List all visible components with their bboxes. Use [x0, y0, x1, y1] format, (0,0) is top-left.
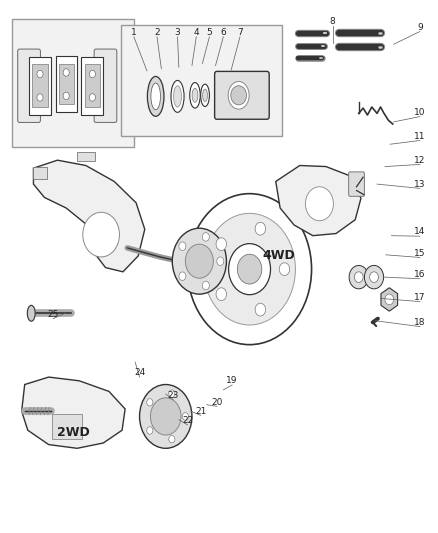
Text: 14: 14 — [414, 228, 426, 237]
Bar — [29, 56, 51, 115]
Ellipse shape — [173, 86, 181, 107]
Text: 2WD: 2WD — [57, 426, 90, 439]
Text: 25: 25 — [47, 310, 59, 319]
Ellipse shape — [190, 83, 200, 108]
Text: 22: 22 — [182, 416, 193, 425]
Circle shape — [150, 398, 181, 435]
Circle shape — [231, 86, 247, 105]
FancyBboxPatch shape — [18, 49, 40, 123]
Text: 24: 24 — [134, 368, 145, 377]
Circle shape — [255, 303, 265, 316]
Circle shape — [216, 288, 226, 301]
Circle shape — [169, 435, 175, 443]
Polygon shape — [381, 288, 398, 311]
Circle shape — [37, 70, 43, 78]
FancyBboxPatch shape — [121, 25, 283, 136]
Circle shape — [279, 263, 290, 276]
Circle shape — [185, 244, 213, 278]
Circle shape — [140, 384, 192, 448]
Bar — [81, 56, 103, 115]
Circle shape — [187, 193, 311, 345]
Text: 4: 4 — [194, 28, 199, 37]
Circle shape — [169, 390, 175, 398]
Text: 21: 21 — [195, 407, 206, 416]
Circle shape — [370, 272, 378, 282]
Text: 3: 3 — [175, 28, 180, 37]
Circle shape — [216, 238, 226, 251]
Circle shape — [147, 399, 153, 406]
Circle shape — [202, 281, 209, 290]
Polygon shape — [21, 377, 125, 448]
Text: 4WD: 4WD — [263, 249, 295, 262]
Ellipse shape — [151, 83, 160, 110]
Text: 7: 7 — [237, 28, 243, 37]
Polygon shape — [33, 160, 145, 272]
Circle shape — [182, 413, 188, 420]
Bar — [77, 152, 95, 161]
Circle shape — [202, 233, 209, 241]
Text: 15: 15 — [414, 249, 426, 258]
Ellipse shape — [148, 76, 164, 116]
Text: 16: 16 — [414, 270, 426, 279]
Text: 23: 23 — [167, 391, 179, 400]
Ellipse shape — [27, 305, 35, 321]
Circle shape — [179, 272, 186, 280]
Text: 12: 12 — [414, 156, 426, 165]
Ellipse shape — [192, 88, 198, 102]
FancyBboxPatch shape — [215, 71, 269, 119]
Circle shape — [305, 187, 333, 221]
Circle shape — [63, 92, 69, 100]
Text: 9: 9 — [417, 23, 423, 32]
Circle shape — [237, 254, 262, 284]
Text: 20: 20 — [211, 398, 223, 407]
Circle shape — [354, 272, 363, 282]
Bar — [52, 414, 82, 439]
Text: 17: 17 — [414, 293, 426, 302]
FancyBboxPatch shape — [12, 19, 134, 147]
Text: 19: 19 — [226, 376, 238, 385]
Text: 18: 18 — [414, 318, 426, 327]
Circle shape — [89, 94, 95, 101]
Bar — [32, 64, 48, 107]
Circle shape — [385, 294, 394, 305]
Bar — [59, 64, 74, 104]
Circle shape — [255, 222, 265, 235]
Polygon shape — [276, 165, 361, 236]
Ellipse shape — [228, 82, 249, 109]
Circle shape — [172, 228, 226, 294]
Bar — [85, 64, 100, 107]
Text: 6: 6 — [220, 28, 226, 37]
Ellipse shape — [203, 89, 208, 101]
Text: 2: 2 — [154, 28, 160, 37]
Circle shape — [349, 265, 368, 289]
Circle shape — [179, 242, 186, 251]
Ellipse shape — [201, 84, 209, 107]
Ellipse shape — [171, 80, 184, 112]
Circle shape — [204, 213, 295, 325]
Text: 13: 13 — [414, 180, 426, 189]
Circle shape — [89, 70, 95, 78]
Text: 5: 5 — [207, 28, 212, 37]
Circle shape — [63, 69, 69, 76]
Text: 8: 8 — [330, 18, 336, 27]
Circle shape — [37, 94, 43, 101]
Text: 1: 1 — [131, 28, 137, 37]
Circle shape — [147, 427, 153, 434]
Circle shape — [364, 265, 384, 289]
Bar — [33, 167, 46, 179]
Circle shape — [83, 212, 120, 257]
FancyBboxPatch shape — [94, 49, 117, 123]
Bar — [56, 56, 77, 112]
Circle shape — [217, 257, 224, 265]
Text: 11: 11 — [414, 132, 426, 141]
Circle shape — [229, 244, 271, 295]
Text: 10: 10 — [414, 108, 426, 117]
FancyBboxPatch shape — [349, 172, 364, 196]
